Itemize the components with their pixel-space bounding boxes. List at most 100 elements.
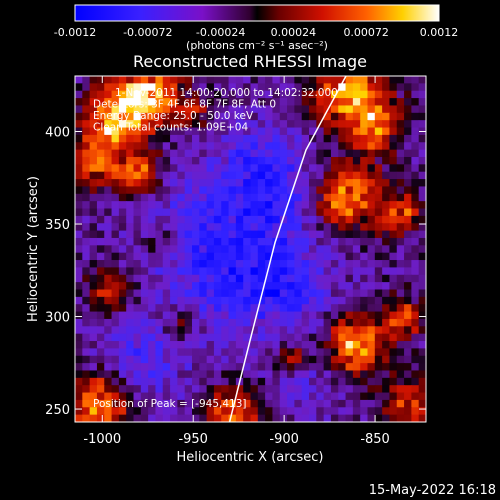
heatmap-cell (287, 149, 295, 158)
heatmap-cell (330, 355, 339, 364)
heatmap-cell (75, 326, 83, 335)
heatmap-cell (345, 311, 354, 320)
heatmap-cell (404, 355, 412, 364)
heatmap-cell (126, 392, 135, 401)
heatmap-cell (360, 296, 369, 305)
heatmap-cell (75, 215, 83, 224)
heatmap-cell (411, 149, 420, 158)
heatmap-cell (162, 245, 171, 254)
heatmap-cell (221, 355, 230, 364)
heatmap-cell (221, 179, 230, 188)
heatmap-cell (96, 363, 105, 372)
heatmap-cell (148, 392, 157, 401)
heatmap-cell (228, 370, 237, 379)
heatmap-cell (257, 179, 266, 188)
heatmap-cell (75, 83, 83, 92)
heatmap-cell (155, 134, 164, 143)
heatmap-cell (389, 341, 398, 349)
heatmap-cell (265, 171, 274, 180)
heatmap-cell (404, 76, 412, 84)
heatmap-cell (272, 318, 281, 327)
heatmap-cell (316, 179, 325, 188)
heatmap-cell (96, 112, 105, 121)
heatmap-cell (250, 392, 259, 401)
heatmap-cell (418, 333, 426, 342)
heatmap-cell (177, 186, 186, 195)
heatmap-cell (221, 407, 230, 416)
heatmap-cell (301, 282, 310, 291)
heatmap-cell (404, 245, 412, 254)
heatmap-cell (272, 171, 281, 180)
heatmap-cell (367, 326, 376, 335)
heatmap-cell (243, 179, 252, 188)
heatmap-cell (118, 112, 127, 121)
heatmap-cell (213, 90, 222, 99)
heatmap-cell (111, 289, 120, 298)
heatmap-cell (250, 289, 259, 298)
heatmap-cell (279, 171, 288, 180)
heatmap-cell (162, 407, 171, 416)
heatmap-cell (89, 267, 98, 276)
heatmap-cell (309, 296, 317, 305)
heatmap-cell (184, 363, 193, 372)
heatmap-cell (294, 215, 303, 224)
heatmap-cell (199, 156, 208, 165)
heatmap-cell (338, 245, 347, 254)
heatmap-cell (118, 134, 127, 143)
heatmap-cell (199, 76, 208, 84)
heatmap-cell (126, 252, 135, 261)
heatmap-cell (140, 252, 149, 261)
heatmap-cell (243, 282, 252, 291)
heatmap-cell (411, 252, 420, 261)
heatmap-cell (287, 215, 295, 224)
heatmap-cell (104, 252, 113, 261)
heatmap-cell (177, 296, 186, 305)
heatmap-cell (338, 326, 347, 335)
heatmap-cell (287, 296, 295, 305)
heatmap-cell (294, 186, 303, 195)
heatmap-cell (75, 274, 83, 283)
heatmap-cell (206, 171, 215, 180)
heatmap-cell (148, 267, 157, 276)
heatmap-cell (96, 245, 105, 254)
heatmap-cell (323, 208, 332, 217)
heatmap-cell (162, 171, 171, 180)
heatmap-cell (352, 134, 361, 143)
heatmap-cell (126, 296, 135, 305)
heatmap-cell (89, 156, 98, 165)
heatmap-cell (316, 260, 325, 268)
heatmap-cell (133, 208, 142, 217)
heatmap-cell (177, 134, 186, 143)
heatmap-cell (316, 282, 325, 291)
heatmap-cell (294, 282, 303, 291)
heatmap-cell (177, 171, 186, 180)
heatmap-cell (250, 171, 259, 180)
heatmap-cell (345, 134, 354, 143)
heatmap-cell (257, 149, 266, 158)
heatmap-cell (330, 407, 339, 416)
heatmap-cell (192, 149, 200, 158)
heatmap-cell (374, 260, 383, 268)
heatmap-cell (213, 142, 222, 151)
heatmap-cell (418, 76, 426, 84)
heatmap-cell (301, 267, 310, 276)
heatmap-cell (382, 399, 391, 408)
heatmap-cell (133, 355, 142, 364)
heatmap-cell (272, 274, 281, 283)
heatmap-cell (404, 223, 412, 232)
heatmap-cell (287, 245, 295, 254)
heatmap-cell (162, 370, 171, 379)
heatmap-cell (111, 223, 120, 232)
heatmap-cell (265, 267, 274, 276)
heatmap-cell (411, 267, 420, 276)
heatmap-cell (352, 355, 361, 364)
heatmap-cell (170, 274, 178, 283)
heatmap-cell (279, 399, 288, 408)
heatmap-cell (228, 355, 237, 364)
heatmap-cell (170, 149, 178, 158)
heatmap-cell (396, 333, 405, 342)
heatmap-cell (294, 105, 303, 114)
heatmap-cell (316, 333, 325, 342)
heatmap-cell (155, 399, 164, 408)
heatmap-cell (272, 282, 281, 291)
